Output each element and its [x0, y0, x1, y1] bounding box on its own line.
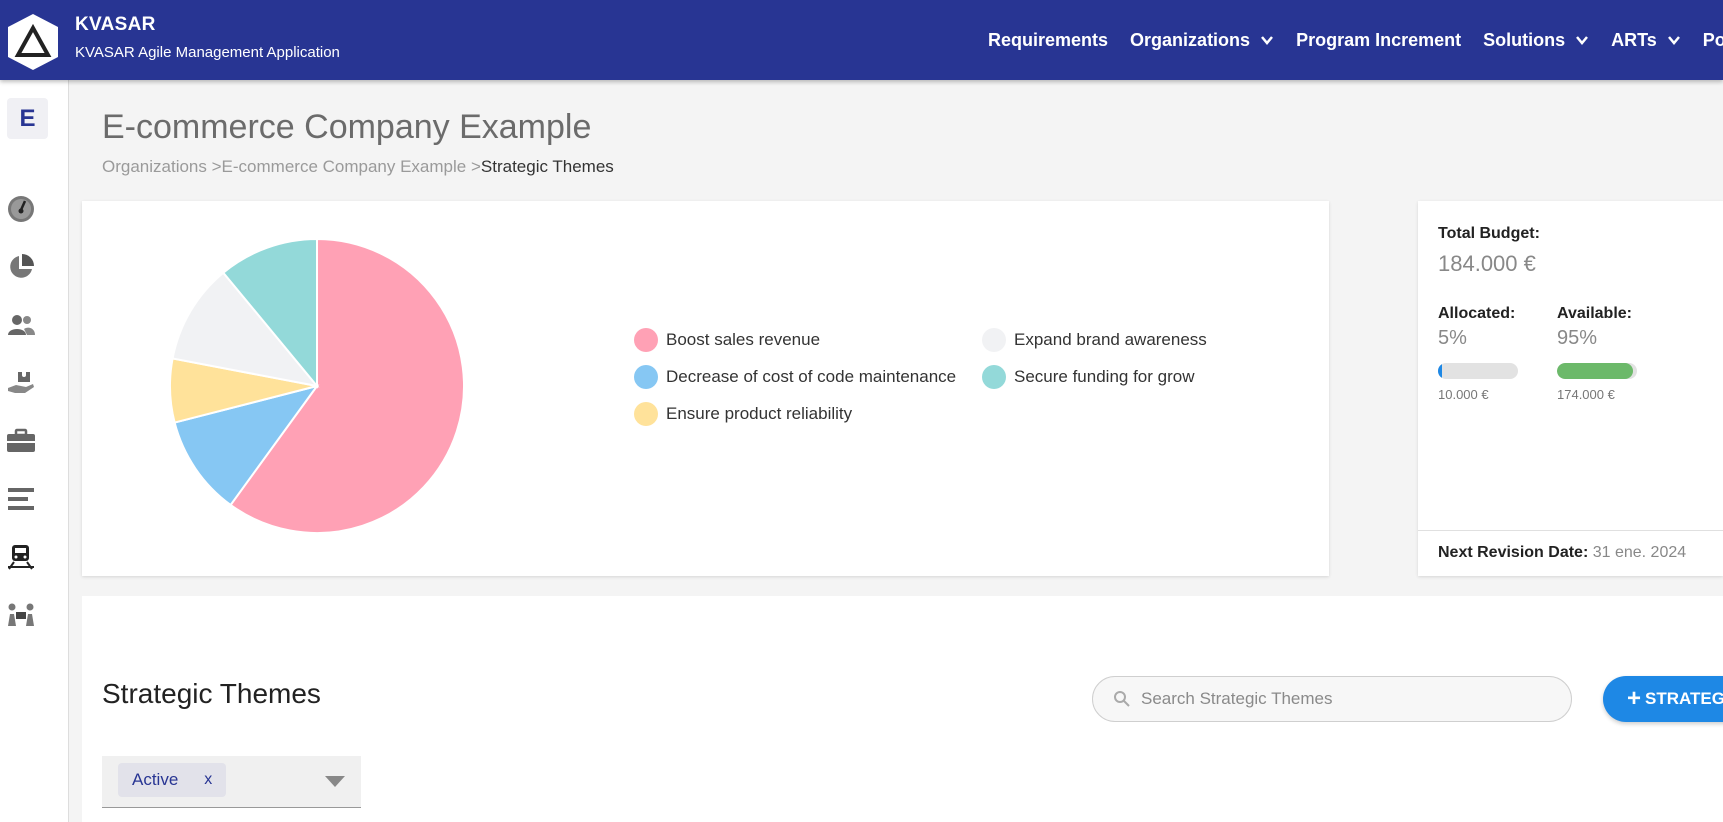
- legend-swatch: [982, 328, 1006, 352]
- add-button-label: STRATEGIC THEME: [1645, 689, 1723, 708]
- nav-item-2[interactable]: Program Increment: [1296, 30, 1461, 51]
- search-icon: [1114, 691, 1130, 707]
- people-icon[interactable]: [6, 310, 36, 340]
- nav-item-5[interactable]: Portfolios: [1703, 30, 1723, 51]
- nav-item-4[interactable]: ARTs: [1611, 30, 1681, 51]
- legend-item[interactable]: Ensure product reliability: [634, 402, 982, 426]
- pie-slice-3[interactable]: [171, 271, 320, 388]
- nav-item-label: Portfolios: [1702, 29, 1723, 50]
- total-budget-value: 184.000 €: [1438, 251, 1536, 276]
- next-revision: Next Revision Date: 31 ene. 2024: [1438, 544, 1686, 562]
- nav-item-1[interactable]: Organizations: [1130, 30, 1274, 51]
- briefcase-icon[interactable]: [6, 426, 36, 456]
- themes-chart-card: Boost sales revenue Expand brand awarenes…: [82, 201, 1329, 576]
- chevron-down-icon: [1667, 36, 1680, 45]
- add-strategic-theme-button[interactable]: +STRATEGIC THEME: [1603, 676, 1723, 722]
- allocated-progress-bar: [1438, 363, 1518, 379]
- brand[interactable]: KVASAR KVASAR Agile Management Applicati…: [75, 14, 340, 61]
- themes-pie-chart: [169, 237, 465, 534]
- nav-item-label: Program Increment: [1296, 29, 1462, 50]
- search-box[interactable]: [1092, 676, 1572, 722]
- allocated-label: Allocated:: [1438, 305, 1516, 322]
- nav-item-3[interactable]: Solutions: [1483, 30, 1589, 51]
- legend-swatch: [634, 365, 658, 389]
- organization-avatar[interactable]: E: [7, 98, 48, 139]
- filter-chip-active: Active x: [118, 763, 227, 797]
- dashboard-gauge-icon[interactable]: [6, 194, 36, 224]
- top-app-bar: KVASAR KVASAR Agile Management Applicati…: [0, 0, 1723, 80]
- legend-item[interactable]: Boost sales revenue: [634, 328, 982, 352]
- available-progress-bar: [1557, 363, 1637, 379]
- section-title: Strategic Themes: [102, 678, 321, 709]
- legend-swatch: [634, 328, 658, 352]
- legend-item[interactable]: Decrease of cost of code maintenance: [634, 365, 982, 389]
- nav-item-label: ARTs: [1611, 29, 1657, 50]
- pie-slice-0[interactable]: [229, 237, 465, 534]
- legend-swatch: [634, 402, 658, 426]
- available-progress-fill: [1557, 363, 1633, 379]
- nav-item-label: Solutions: [1483, 29, 1566, 50]
- nav-item-0[interactable]: Requirements: [988, 30, 1108, 51]
- breadcrumb-company[interactable]: E-commerce Company Example >: [221, 157, 481, 176]
- available-label: Available:: [1557, 305, 1632, 322]
- available-percent: 95%: [1557, 327, 1598, 349]
- kvasar-logo-icon[interactable]: [6, 12, 60, 72]
- nav-item-label: Organizations: [1130, 29, 1251, 50]
- breadcrumb: Organizations >E-commerce Company Exampl…: [102, 157, 614, 177]
- legend-swatch: [982, 365, 1006, 389]
- budget-divider: [1418, 530, 1723, 531]
- next-revision-date: 31 ene. 2024: [1592, 544, 1687, 561]
- train-icon[interactable]: [6, 542, 36, 572]
- total-budget-label: Total Budget:: [1438, 225, 1540, 242]
- breadcrumb-current: Strategic Themes: [480, 157, 614, 176]
- allocated-progress-fill: [1438, 363, 1442, 379]
- search-input[interactable]: [1141, 689, 1541, 709]
- chart-legend: Boost sales revenue Expand brand awarenes…: [634, 328, 1242, 426]
- app-title: KVASAR: [75, 14, 156, 35]
- allocated-amount: 10.000 €: [1438, 387, 1489, 402]
- puzzle-hand-icon[interactable]: [6, 368, 36, 398]
- legend-item[interactable]: Expand brand awareness: [982, 328, 1242, 352]
- app-subtitle: KVASAR Agile Management Application: [75, 44, 340, 61]
- budget-card: Total Budget: 184.000 € Allocated: 5% 10…: [1418, 201, 1723, 576]
- legend-label: Secure funding for grow: [1014, 367, 1195, 386]
- filter-chip-remove[interactable]: x: [204, 771, 213, 788]
- strategic-themes-section: Strategic Themes +STRATEGIC THEME Active…: [82, 596, 1723, 822]
- chevron-down-icon: [1261, 36, 1274, 45]
- legend-item[interactable]: Secure funding for grow: [982, 365, 1242, 389]
- legend-label: Boost sales revenue: [666, 330, 821, 349]
- status-filter-select[interactable]: Active x: [102, 756, 361, 808]
- available-amount: 174.000 €: [1557, 387, 1615, 402]
- page-title: E-commerce Company Example: [102, 108, 592, 146]
- sidebar: E: [0, 80, 69, 822]
- chevron-down-icon: [1576, 36, 1589, 45]
- allocated-percent: 5%: [1438, 327, 1467, 349]
- nav-item-label: Requirements: [988, 29, 1109, 50]
- filter-chip-label: Active: [132, 770, 179, 789]
- legend-label: Decrease of cost of code maintenance: [666, 367, 957, 386]
- breadcrumb-organizations[interactable]: Organizations >: [102, 157, 222, 176]
- legend-label: Expand brand awareness: [1014, 330, 1207, 349]
- plus-icon: +: [1627, 685, 1642, 712]
- pie-slice-1[interactable]: [173, 384, 320, 507]
- dropdown-caret-icon[interactable]: [325, 776, 345, 787]
- main-nav: Requirements Organizations Program Increme…: [988, 0, 1723, 80]
- pie-chart-icon[interactable]: [6, 252, 36, 282]
- next-revision-label: Next Revision Date:: [1438, 544, 1589, 561]
- pie-slice-4[interactable]: [221, 237, 318, 389]
- legend-label: Ensure product reliability: [666, 404, 853, 423]
- team-meeting-icon[interactable]: [6, 600, 36, 630]
- bars-icon[interactable]: [6, 484, 36, 514]
